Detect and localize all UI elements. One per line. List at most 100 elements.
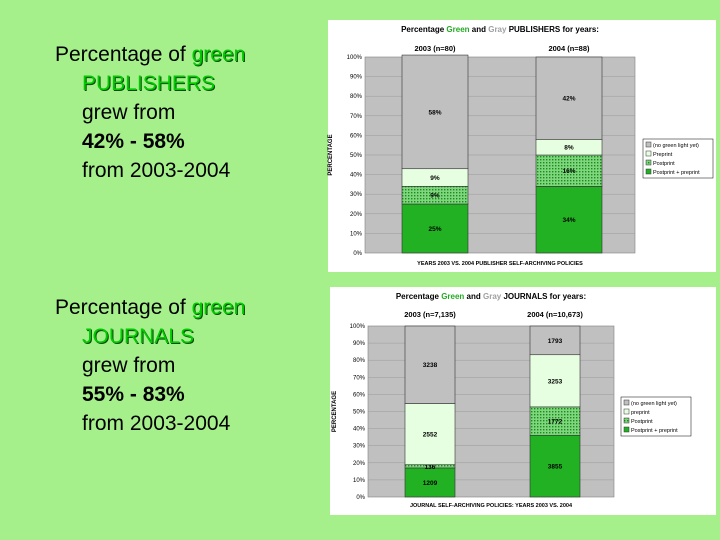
chart1-bar-0-seg-0: [401, 203, 469, 254]
journals-noun: JOURNALS: [82, 325, 195, 348]
publishers-range: 42% - 58%: [82, 130, 185, 153]
chart1-data-label: 8%: [564, 145, 574, 152]
chart2-legend-label: (no green light yet): [631, 401, 677, 407]
chart2-bar-1-seg-2: [529, 354, 581, 408]
chart1-ytick-label: 0%: [353, 251, 362, 257]
chart1-data-label: 25%: [428, 226, 441, 233]
publishers-summary: Percentage of green PUBLISHERS grew from…: [55, 40, 245, 185]
chart1-title-pre: Percentage: [401, 25, 445, 34]
chart2-ylabel: PERCENTAGE: [332, 391, 338, 432]
chart2-title: Percentage Green and Gray JOURNALS for y…: [396, 292, 586, 301]
chart2-ytick-label: 90%: [353, 341, 366, 347]
chart1-data-label: 16%: [562, 168, 575, 175]
chart2-category-label: 2004 (n=10,673): [527, 310, 583, 319]
chart2-data-label: 1793: [548, 338, 563, 345]
chart2-data-label: 3855: [548, 464, 563, 471]
publishers-years: from 2003-2004: [82, 159, 231, 182]
chart1-ytick-label: 20%: [350, 212, 363, 218]
chart1-data-label: 34%: [562, 217, 575, 224]
chart1-ytick-label: 50%: [350, 153, 363, 159]
chart2-xlabel: JOURNAL SELF-ARCHIVING POLICIES: YEARS 2…: [410, 503, 573, 509]
chart1-legend-label: Postprint: [653, 161, 675, 167]
chart1-ytick-label: 30%: [350, 192, 363, 198]
chart2-bar-0-seg-2: [404, 403, 456, 465]
chart2-data-label: 1209: [423, 480, 438, 487]
chart2-legend-swatch: [623, 408, 630, 415]
chart1-data-label: 9%: [430, 175, 440, 182]
chart1-ytick-label: 10%: [350, 231, 363, 237]
chart1-bar-1-seg-3: [535, 56, 603, 140]
chart2-legend-swatch: [623, 417, 630, 424]
journals-summary-line1: Percentage of green: [55, 293, 245, 322]
chart2-title-post: JOURNALS for years:: [501, 292, 586, 301]
chart2-data-label: 2552: [423, 432, 438, 439]
chart2-bar-1-seg-0: [529, 434, 581, 498]
chart1-category-label: 2004 (n=88): [548, 44, 590, 53]
journals-summary: Percentage of green JOURNALS grew from 5…: [55, 293, 245, 438]
chart1-bar-1-seg-0: [535, 186, 603, 254]
chart2-data-label: 3253: [548, 378, 563, 385]
chart2-bar-1-seg-3: [529, 325, 581, 356]
chart1-ylabel: PERCENTAGE: [328, 134, 334, 175]
chart2-legend-label: Postprint + preprint: [631, 428, 678, 434]
chart1-data-label: 9%: [430, 193, 440, 200]
chart2-ytick-label: 80%: [353, 358, 366, 364]
chart1-data-label: 42%: [562, 96, 575, 103]
chart2-category-label: 2003 (n=7,135): [404, 310, 456, 319]
chart2-ytick-label: 0%: [356, 495, 365, 501]
chart1-legend-label: Preprint: [653, 152, 673, 158]
chart2-legend-label: Postprint: [631, 419, 653, 425]
chart1-ytick-label: 60%: [350, 133, 363, 139]
chart2-bar-0-seg-3: [404, 325, 456, 404]
chart2-bar-0-seg-0: [404, 467, 456, 498]
chart2-legend-swatch: [623, 426, 630, 433]
journals-range: 55% - 83%: [82, 383, 185, 406]
chart2-ytick-label: 30%: [353, 444, 366, 450]
chart2-ytick-label: 10%: [353, 478, 366, 484]
chart2-ytick-label: 50%: [353, 410, 366, 416]
chart1-legend-swatch: [645, 159, 652, 166]
chart1-title: Percentage Green and Gray PUBLISHERS for…: [401, 25, 599, 34]
chart2-legend-swatch: [623, 399, 630, 406]
chart1-legend-swatch: [645, 168, 652, 175]
chart2-data-label: 1772: [548, 419, 563, 426]
chart1-data-label: 58%: [428, 109, 441, 116]
chart1-title-mid: and: [470, 25, 487, 34]
chart2-legend-label: preprint: [631, 410, 650, 416]
chart2-title-mid: and: [464, 292, 481, 301]
chart1-ytick-label: 70%: [350, 114, 363, 120]
chart2-ytick-label: 70%: [353, 375, 366, 381]
chart1-ytick-label: 80%: [350, 94, 363, 100]
chart2-title-green: Green: [439, 292, 464, 301]
chart2-data-label: 3238: [423, 362, 438, 369]
chart1-ytick-label: 100%: [347, 55, 363, 61]
journals-years: from 2003-2004: [82, 412, 231, 435]
chart2-ytick-label: 60%: [353, 392, 366, 398]
chart2-title-gray: Gray: [481, 292, 502, 301]
chart1-xlabel: YEARS 2003 VS. 2004 PUBLISHER SELF-ARCHI…: [417, 261, 583, 267]
chart1-title-post: PUBLISHERS for years:: [506, 25, 598, 34]
chart1-ytick-label: 40%: [350, 173, 363, 179]
chart2-legend: [620, 396, 692, 437]
chart1-legend: [642, 138, 714, 179]
chart1-legend-swatch: [645, 141, 652, 148]
chart2-data-label: 136: [425, 464, 436, 471]
chart1-bar-1-seg-1: [535, 154, 603, 187]
chart1-category-label: 2003 (n=80): [414, 44, 456, 53]
chart2-ytick-label: 40%: [353, 427, 366, 433]
chart2-title-pre: Percentage: [396, 292, 440, 301]
chart1-title-green: Green: [444, 25, 469, 34]
publishers-noun: PUBLISHERS: [82, 72, 216, 95]
journals-prefix: Percentage of: [55, 296, 186, 319]
chart2-ytick-label: 100%: [350, 324, 366, 330]
chart1-ytick-label: 90%: [350, 75, 363, 81]
chart1-bar-0-seg-3: [401, 54, 469, 170]
publishers-green-word: green: [191, 43, 246, 66]
chart1-title-gray: Gray: [486, 25, 507, 34]
publishers-grew: grew from: [82, 101, 176, 124]
publishers-prefix: Percentage of: [55, 43, 186, 66]
chart1-legend-label: Postprint + preprint: [653, 170, 700, 176]
journals-green-word: green: [191, 296, 246, 319]
chart1-legend-swatch: [645, 150, 652, 157]
